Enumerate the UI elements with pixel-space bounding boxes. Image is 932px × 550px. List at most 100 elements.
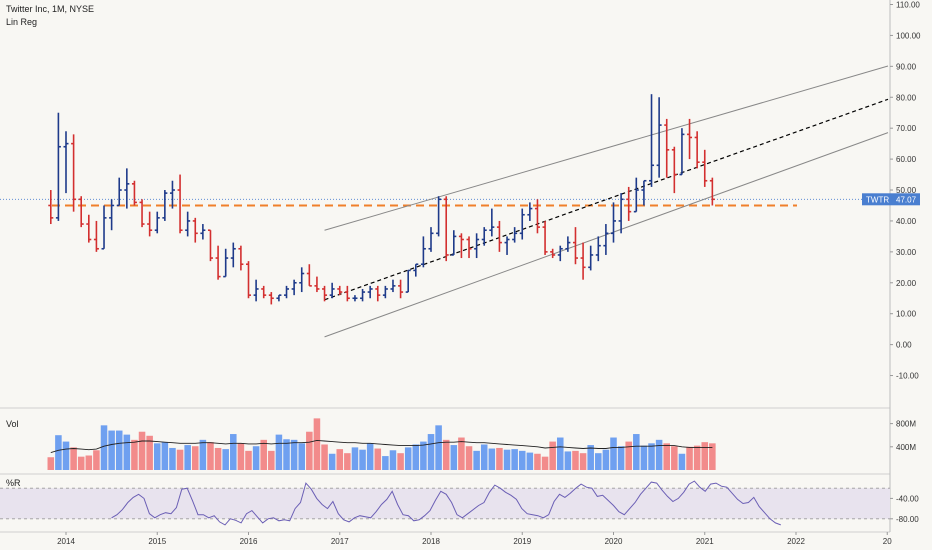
volume-bar — [306, 431, 313, 470]
ohlc-bar — [709, 177, 715, 206]
volume-bar — [458, 437, 465, 470]
price-pane — [0, 65, 890, 338]
ohlc-bar — [276, 294, 282, 302]
ohlc-bar — [679, 128, 685, 176]
volume-bar — [564, 451, 572, 470]
ohlc-bar — [565, 236, 571, 252]
ohlc-bar — [572, 227, 578, 265]
volume-bar — [100, 425, 108, 470]
volume-bar — [648, 443, 655, 470]
ohlc-bar — [481, 227, 487, 246]
volume-bar — [686, 446, 693, 470]
ohlc-bar — [63, 131, 69, 194]
chart-header-symbol: Twitter Inc, 1M, NYSE — [6, 4, 94, 14]
volume-bar — [252, 446, 260, 470]
volume-bar — [328, 453, 336, 470]
price-tag-box — [862, 193, 920, 206]
volume-bar — [397, 453, 404, 470]
ohlc-bar — [534, 199, 540, 234]
volume-bar — [313, 418, 321, 470]
ohlc-bar — [291, 279, 297, 296]
volume-bar — [336, 449, 344, 470]
volume-bar — [678, 453, 686, 470]
x-tick-label: 2021 — [696, 537, 714, 546]
volume-bar — [435, 425, 442, 470]
volume-bar — [245, 450, 252, 470]
ohlc-bar — [48, 190, 54, 225]
volume-bar — [192, 446, 199, 470]
ohlc-bar — [367, 285, 373, 299]
ohlc-bar — [550, 248, 556, 259]
volume-bar — [655, 439, 663, 470]
volume-bar — [260, 439, 267, 470]
williams-r-pane-label: %R — [6, 478, 21, 488]
price-tag-symbol: TWTR — [866, 195, 889, 204]
ohlc-bar — [284, 285, 290, 299]
ohlc-bar — [352, 295, 358, 302]
ohlc-bar — [192, 217, 198, 243]
volume-bar — [123, 434, 131, 470]
volume-bar — [70, 447, 77, 470]
y-tick-label: -10.00 — [896, 372, 919, 381]
ohlc-bar — [466, 236, 472, 259]
volume-bar — [480, 444, 488, 470]
ohlc-bar — [215, 245, 221, 280]
y-tick-label: 50.00 — [896, 186, 917, 195]
volume-bar — [321, 444, 328, 470]
volume-bar — [549, 441, 556, 470]
volume-bar — [557, 437, 564, 470]
x-tick-label: 2014 — [57, 537, 75, 546]
volume-bar — [290, 439, 298, 470]
volume-bar — [366, 443, 374, 470]
x-tick-label: 2022 — [787, 537, 805, 546]
ohlc-bar — [489, 208, 495, 237]
williams-r-pane — [0, 480, 890, 526]
volume-bar — [283, 439, 290, 470]
ohlc-bar — [641, 179, 647, 206]
y-tick-label: 10.00 — [896, 310, 917, 319]
ohlc-bar — [71, 134, 77, 212]
ohlc-bar — [162, 190, 168, 221]
ohlc-bar — [413, 263, 419, 277]
volume-bar — [617, 446, 625, 470]
volume-pane-label: Vol — [6, 419, 19, 429]
chart-header-indicator: Lin Reg — [6, 17, 37, 27]
x-tick-label: 2019 — [513, 537, 531, 546]
ohlc-bar — [314, 276, 320, 293]
volume-bar — [473, 450, 480, 470]
volume-bar — [93, 450, 100, 470]
volume-bar — [237, 443, 245, 470]
ohlc-bar — [687, 118, 693, 160]
volume-bar — [153, 443, 161, 470]
y-tick-label: 40.00 — [896, 217, 917, 226]
volume-bar — [671, 446, 678, 470]
volume-bar — [344, 453, 351, 470]
ohlc-bar — [519, 208, 525, 240]
ohlc-bar — [169, 180, 175, 209]
volume-bar — [382, 456, 389, 470]
ohlc-bar — [633, 177, 639, 213]
volume-bar — [222, 449, 229, 470]
volume-bar — [701, 442, 709, 470]
volume-bar — [404, 447, 412, 470]
ohlc-bar — [116, 177, 122, 207]
volume-bar — [77, 456, 85, 470]
volume-bar — [268, 450, 275, 470]
williams-r-line — [111, 480, 781, 526]
x-tick-label: 2015 — [148, 537, 166, 546]
ohlc-bar — [649, 94, 655, 187]
volume-bar — [412, 444, 420, 470]
volume-bar — [709, 443, 716, 470]
volume-bar — [62, 441, 70, 470]
ohlc-bar — [557, 245, 563, 262]
y-tick-label: 110.00 — [896, 1, 920, 10]
ohlc-bar — [93, 220, 99, 252]
volume-bar — [450, 445, 458, 470]
y-tick-label: 60.00 — [896, 155, 917, 164]
ohlc-bar — [86, 214, 92, 243]
ohlc-bar — [139, 199, 145, 228]
volume-ma-line — [50, 439, 713, 454]
ohlc-bar — [55, 112, 61, 221]
